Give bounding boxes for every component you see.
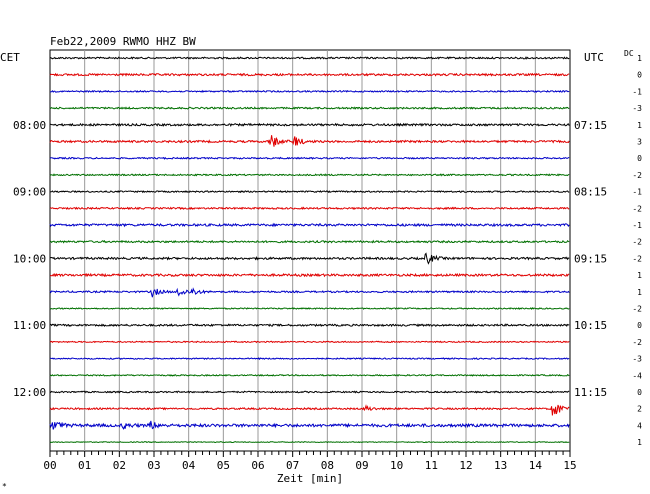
dc-offset-label: -2 xyxy=(632,305,642,314)
x-tick-label: 02 xyxy=(113,459,126,472)
dc-offset-label: 1 xyxy=(637,288,642,297)
x-tick-label: 13 xyxy=(494,459,507,472)
dc-offset-label: 2 xyxy=(637,405,642,414)
right-hour-label: 11:15 xyxy=(574,386,607,399)
x-tick-label: 14 xyxy=(529,459,543,472)
x-tick-label: 12 xyxy=(459,459,472,472)
seismic-trace xyxy=(49,420,570,430)
dc-offset-label: -2 xyxy=(632,238,642,247)
dc-offset-label: -1 xyxy=(632,87,642,96)
seismic-trace xyxy=(49,72,570,77)
right-timezone-label: UTC xyxy=(584,51,604,64)
dc-offset-label: -2 xyxy=(632,204,642,213)
seismic-trace xyxy=(49,56,570,60)
seismic-trace xyxy=(49,323,570,328)
seismic-trace xyxy=(49,156,570,160)
x-tick-label: 04 xyxy=(182,459,196,472)
seismic-trace xyxy=(49,135,570,147)
x-tick-label: 10 xyxy=(390,459,403,472)
x-tick-label: 07 xyxy=(286,459,299,472)
left-hour-label: 11:00 xyxy=(13,319,46,332)
dc-offset-label: 1 xyxy=(637,54,642,63)
seismic-trace xyxy=(49,272,570,278)
x-axis: 00 01 02 03 04 05 06 07 08 09 10 11 12 13 14 15 xyxy=(43,451,577,472)
dc-offset-label: -4 xyxy=(632,371,642,380)
seismic-trace xyxy=(49,190,570,194)
left-hour-label: 08:00 xyxy=(13,119,46,132)
left-hour-label: 10:00 xyxy=(13,252,46,265)
dc-offset-label: -2 xyxy=(632,254,642,263)
seismic-trace xyxy=(49,122,570,128)
seismic-trace xyxy=(49,373,570,377)
seismic-trace xyxy=(49,252,570,265)
dc-offset-label: 0 xyxy=(637,71,642,80)
plot-frame xyxy=(49,49,571,452)
x-tick-label: 08 xyxy=(321,459,334,472)
right-hour-label: 08:15 xyxy=(574,186,607,199)
seismic-trace xyxy=(49,239,570,244)
dc-offset-label: 0 xyxy=(637,321,642,330)
seismic-trace xyxy=(49,89,570,93)
seismic-trace xyxy=(49,357,570,361)
dc-offset-label: -2 xyxy=(632,171,642,180)
x-tick-label: 06 xyxy=(251,459,264,472)
seismic-trace xyxy=(49,106,570,110)
seismic-trace xyxy=(49,390,570,394)
x-tick-label: 00 xyxy=(43,459,56,472)
dc-offset-label: -1 xyxy=(632,221,642,230)
corner-mark: * xyxy=(2,482,7,491)
x-tick-label: 01 xyxy=(78,459,91,472)
dc-offset-label: 3 xyxy=(637,138,642,147)
dc-offset-label: -2 xyxy=(632,338,642,347)
left-hour-label: 12:00 xyxy=(13,386,46,399)
dc-offset-label: 0 xyxy=(637,154,642,163)
x-tick-label: 05 xyxy=(217,459,230,472)
x-tick-label: 15 xyxy=(563,459,576,472)
seismic-trace xyxy=(49,206,570,211)
right-hour-label: 09:15 xyxy=(574,252,607,265)
dc-offset-label: -3 xyxy=(632,104,642,113)
left-hour-label: 09:00 xyxy=(13,186,46,199)
seismic-trace xyxy=(49,404,570,416)
seismic-trace xyxy=(49,441,570,444)
seismic-trace xyxy=(49,173,570,177)
right-hour-label: 07:15 xyxy=(574,119,607,132)
dc-label: DC xyxy=(624,49,634,58)
dc-offset-label: -3 xyxy=(632,355,642,364)
dc-offset-label: 1 xyxy=(637,271,642,280)
left-timezone-label: CET xyxy=(0,51,20,64)
dc-offset-label: -1 xyxy=(632,188,642,197)
trace-group xyxy=(49,56,570,444)
seismic-trace xyxy=(49,340,570,344)
right-hour-label: 10:15 xyxy=(574,319,607,332)
chart-grid xyxy=(49,49,571,452)
dc-offset-label: 0 xyxy=(637,388,642,397)
seismic-trace xyxy=(49,307,570,311)
dc-offset-label: 4 xyxy=(637,421,642,430)
x-axis-label: Zeit [min] xyxy=(277,472,343,485)
dc-offset-label: 1 xyxy=(637,121,642,130)
seismic-trace xyxy=(49,287,570,298)
x-tick-label: 09 xyxy=(355,459,368,472)
x-tick-label: 11 xyxy=(425,459,438,472)
seismic-trace xyxy=(49,222,570,228)
x-tick-label: 03 xyxy=(147,459,160,472)
label-group: 08:00 09:00 10:00 11:00 12:00 07:15 08:15 09:15… xyxy=(13,54,642,447)
dc-offset-label: 1 xyxy=(637,438,642,447)
chart-title: Feb22,2009 RWMO HHZ BW xyxy=(50,35,196,48)
